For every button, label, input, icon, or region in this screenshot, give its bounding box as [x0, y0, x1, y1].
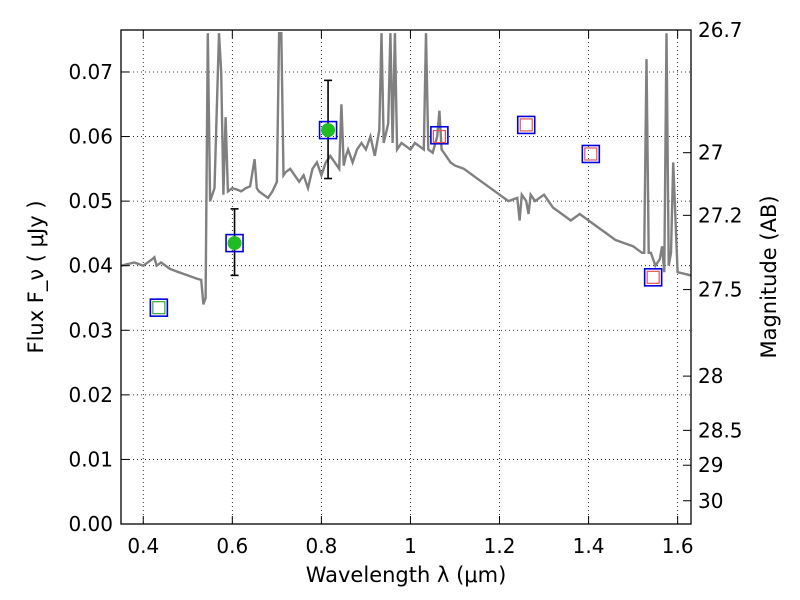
non-detection-square: [152, 301, 166, 315]
x-tick-label: 1.2: [484, 534, 516, 558]
non-detection-square: [646, 270, 660, 284]
y-tick-label: 0.03: [68, 318, 113, 342]
x-tick-label: 1.6: [662, 534, 694, 558]
y-tick-label: 0.06: [68, 125, 113, 149]
model-photometry-square: [318, 120, 338, 140]
mag-tick-label: 27.2: [698, 203, 743, 227]
mag-tick-label: 27.5: [698, 278, 743, 302]
mag-tick-label: 30: [698, 489, 723, 513]
model-photometry-square: [516, 115, 536, 135]
non-detection-square: [584, 147, 598, 161]
x-tick-label: 0.4: [127, 534, 159, 558]
x-tick-label: 1: [404, 534, 417, 558]
y2-axis-label: Magnitude (AB): [757, 195, 781, 358]
x-tick-label: 1.4: [573, 534, 605, 558]
mag-tick-label: 27: [698, 141, 723, 165]
y-tick-label: 0.07: [68, 60, 113, 84]
non-detection-square: [432, 129, 446, 144]
model-photometry-square: [149, 298, 169, 317]
model-photometry-square: [430, 125, 449, 145]
plot-frame: [120, 29, 692, 525]
mag-tick-label: 26.7: [698, 18, 743, 42]
y-tick-label: 0.04: [68, 254, 113, 278]
y-axis-label: Flux F_ν ( μJy ): [24, 200, 49, 353]
mag-tick-label: 29: [698, 453, 723, 477]
mag-tick-label: 28: [698, 364, 723, 388]
y-tick-label: 0.05: [68, 189, 113, 213]
model-photometry-square: [643, 268, 663, 287]
model-photometry-square: [581, 144, 601, 164]
x-tick-label: 0.8: [305, 534, 337, 558]
detection-point: [227, 236, 242, 251]
y-tick-label: 0.01: [68, 447, 113, 471]
mag-tick-label: 28.5: [698, 418, 743, 442]
sed-model-line: [121, 32, 691, 305]
y-tick-label: 0.00: [68, 512, 113, 536]
x-tick-label: 0.6: [216, 534, 248, 558]
detection-point: [321, 123, 336, 138]
x-axis-label: Wavelength λ (μm): [306, 563, 507, 587]
y-tick-label: 0.02: [68, 383, 113, 407]
non-detection-square: [519, 118, 533, 132]
model-photometry-square: [225, 233, 244, 253]
